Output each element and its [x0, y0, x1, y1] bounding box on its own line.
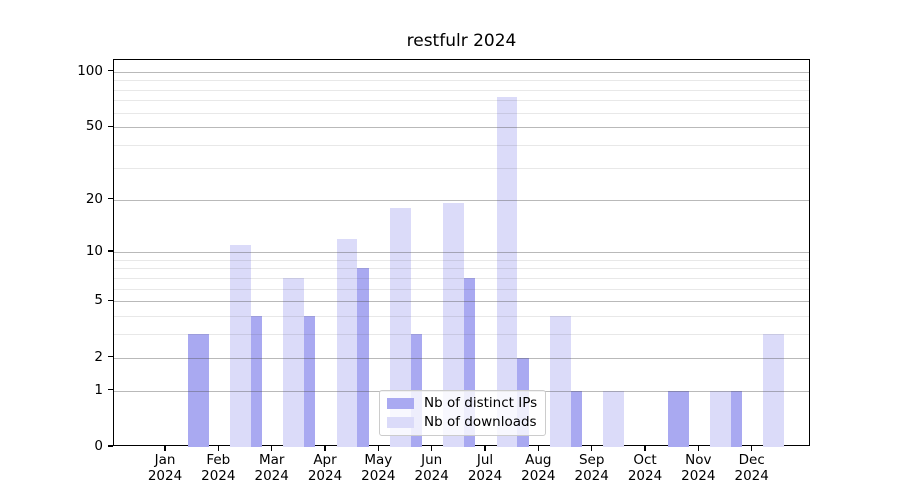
legend-label-distinct-ips: Nb of distinct IPs	[424, 395, 538, 411]
bar-distinct-ips-nov	[667, 390, 689, 447]
x-tick-mark-sep	[591, 446, 593, 451]
gridline-major-10	[114, 252, 809, 254]
gridline-minor-7	[114, 277, 809, 279]
gridline-minor-60	[114, 112, 809, 114]
y-tick-label-0: 0	[94, 438, 103, 454]
bar-downloads-aug	[550, 316, 571, 447]
bar-distinct-ips-feb	[187, 334, 209, 447]
x-tick-label-sep: Sep 2024	[574, 452, 609, 484]
x-tick-mark-aug	[537, 446, 539, 451]
y-tick-label-10: 10	[85, 243, 103, 260]
bar-downloads-feb	[230, 245, 251, 447]
gridline-major-2	[114, 357, 809, 359]
x-tick-mark-oct	[644, 446, 646, 451]
y-tick-label-50: 50	[85, 118, 103, 135]
x-tick-label-aug: Aug 2024	[521, 452, 556, 484]
gridline-major-20	[114, 199, 809, 201]
bar-downloads-sep	[603, 390, 625, 447]
x-tick-mark-feb	[217, 446, 219, 451]
x-tick-label-apr: Apr 2024	[307, 452, 343, 484]
x-tick-label-mar: Mar 2024	[254, 452, 289, 484]
x-tick-mark-dec	[751, 446, 753, 451]
gridline-major-5	[114, 301, 809, 303]
x-tick-label-feb: Feb 2024	[201, 452, 236, 484]
gridline-minor-3	[114, 334, 809, 336]
gridline-minor-6	[114, 288, 809, 290]
plot-area: Nb of distinct IPs Nb of downloads	[113, 59, 810, 447]
x-tick-label-jan: Jan 2024	[147, 452, 183, 484]
x-tick-mark-jul	[484, 446, 486, 451]
gridline-minor-4	[114, 316, 809, 318]
y-tick-label-1: 1	[94, 381, 103, 398]
y-tick-mark-0	[108, 445, 113, 447]
gridline-major-50	[114, 127, 809, 129]
y-tick-label-2: 2	[94, 348, 103, 365]
x-tick-label-oct: Oct 2024	[627, 452, 663, 484]
legend-entry-distinct-ips: Nb of distinct IPs	[387, 396, 538, 411]
bar-downloads-jun	[443, 203, 465, 447]
y-tick-mark-100	[108, 70, 113, 72]
gridline-minor-80	[114, 89, 809, 91]
y-tick-mark-20	[108, 197, 113, 200]
x-tick-label-dec: Dec 2024	[734, 452, 769, 484]
x-tick-mark-mar	[271, 446, 273, 451]
gridline-minor-30	[114, 167, 809, 169]
gridline-minor-40	[114, 145, 809, 147]
bar-downloads-dec	[763, 334, 785, 447]
bar-downloads-may	[390, 207, 411, 447]
bar-downloads-nov	[710, 390, 731, 447]
bar-downloads-apr	[336, 238, 358, 447]
legend-label-downloads: Nb of downloads	[424, 414, 537, 430]
y-tick-mark-5	[108, 299, 113, 301]
x-tick-label-nov: Nov 2024	[681, 452, 716, 484]
x-tick-mark-may	[377, 446, 379, 451]
x-tick-label-may: May 2024	[361, 452, 396, 484]
x-tick-label-jun: Jun 2024	[414, 452, 449, 484]
legend: Nb of distinct IPs Nb of downloads	[379, 390, 546, 436]
gridline-minor-9	[114, 259, 809, 261]
x-tick-mark-jan	[164, 446, 166, 451]
x-tick-mark-nov	[697, 446, 699, 451]
legend-swatch-downloads	[387, 417, 414, 428]
y-tick-mark-2	[108, 356, 113, 358]
y-tick-label-100: 100	[77, 62, 103, 79]
legend-swatch-distinct-ips	[387, 398, 414, 409]
x-tick-mark-jun	[431, 446, 433, 451]
y-tick-mark-10	[108, 250, 113, 252]
y-tick-label-5: 5	[94, 292, 103, 309]
gridline-minor-8	[114, 268, 809, 270]
x-tick-mark-apr	[324, 446, 326, 451]
y-tick-mark-1	[108, 388, 113, 391]
gridline-major-100	[114, 71, 809, 73]
gridline-minor-90	[114, 80, 809, 82]
bar-downloads-mar	[283, 277, 305, 447]
gridline-minor-70	[114, 100, 809, 102]
y-tick-label-20: 20	[85, 190, 103, 207]
bar-downloads-jul	[496, 97, 518, 447]
chart-title: restfulr 2024	[406, 31, 517, 51]
x-tick-label-jul: Jul 2024	[467, 452, 503, 484]
y-tick-mark-50	[108, 125, 113, 127]
legend-entry-downloads: Nb of downloads	[387, 415, 538, 430]
